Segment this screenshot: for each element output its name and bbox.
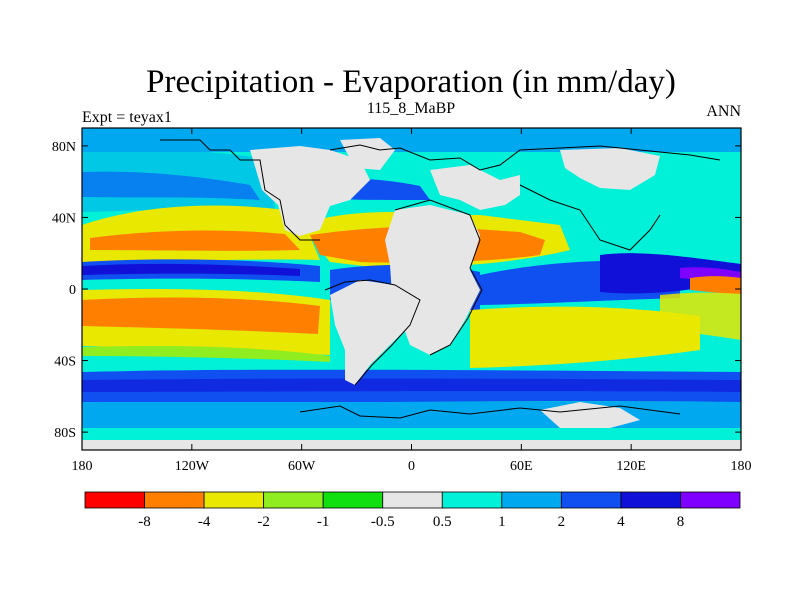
- coast-antarctica: [299, 405, 681, 419]
- colorbar-label: 1: [498, 514, 506, 530]
- colorbar-swatch: [203, 491, 265, 509]
- colorbar-swatch: [501, 491, 562, 509]
- colorbar-swatch: [560, 491, 622, 509]
- warm-pool-violet: [680, 267, 741, 280]
- south-pacific-dry-green: [82, 345, 330, 362]
- colorbar-label: -4: [198, 514, 211, 530]
- colorbar-label: -2: [257, 514, 270, 530]
- x-tick-label: 120W: [175, 459, 210, 474]
- colorbar-swatch: [263, 491, 324, 509]
- land-africa: [385, 205, 480, 355]
- x-tick-label: 60W: [288, 459, 316, 474]
- land-asia-east: [560, 148, 660, 190]
- y-tick-label: 80N: [52, 140, 76, 155]
- colorbar-label: 4: [617, 514, 625, 530]
- center-label: 115_8_MaBP: [367, 100, 455, 117]
- right-label: ANN: [706, 103, 741, 120]
- coast-europe: [329, 144, 721, 171]
- coast-africa: [394, 199, 483, 356]
- axes: 180 120W 60W 0 60E 120E 180 80N 40N 0 40S 80S: [52, 128, 752, 474]
- south-pacific-dry-core: [82, 297, 320, 334]
- north-pacific-moist-band: [82, 149, 275, 212]
- coast-north: [160, 139, 320, 241]
- pe-field: [82, 128, 741, 450]
- colorbar-label: -8: [138, 514, 151, 530]
- southern-storm-track-core: [82, 378, 741, 392]
- north-pacific-dry-core: [90, 230, 300, 251]
- east-pacific-dry-tongue: [690, 276, 741, 294]
- y-tick-label: 80S: [54, 426, 76, 441]
- coast-asia: [519, 184, 661, 251]
- east-pacific-dry-yellow: [660, 292, 741, 340]
- colorbar-swatch: [84, 491, 145, 509]
- colorbar-label: -0.5: [371, 514, 395, 530]
- y-tick-label: 0: [69, 283, 76, 298]
- indian-ocean-dry-belt: [470, 306, 700, 368]
- pacific-itcz-core: [82, 263, 300, 276]
- coast-south-america: [324, 279, 421, 386]
- colorbar-swatch: [441, 491, 503, 509]
- land-australia: [540, 402, 640, 428]
- x-tick-label: 180: [731, 459, 752, 474]
- y-tick-label: 40N: [52, 211, 76, 226]
- colorbar: -8 -4 -2 -1 -0.5 0.5 1 2 4 8: [84, 491, 741, 530]
- chart-title: Precipitation - Evaporation (in mm/day): [146, 64, 676, 100]
- colorbar-label: 8: [677, 514, 685, 530]
- colorbar-label: 2: [558, 514, 566, 530]
- x-tick-label: 120E: [616, 459, 646, 474]
- colorbar-swatch: [322, 491, 384, 509]
- colorbar-swatch: [144, 491, 205, 509]
- land-north-america: [250, 146, 370, 236]
- colorbar-label: -1: [317, 514, 330, 530]
- coastlines: [160, 139, 721, 419]
- y-tick-label: 40S: [54, 355, 76, 370]
- x-tick-label: 60E: [510, 459, 533, 474]
- colorbar-swatch: [620, 491, 681, 509]
- colorbar-swatch: [382, 491, 443, 509]
- left-label: Expt = teyax1: [82, 109, 172, 126]
- land-eurasia: [430, 165, 520, 210]
- x-tick-label: 180: [72, 459, 93, 474]
- colorbar-swatch: [680, 491, 741, 509]
- colorbar-label: 0.5: [433, 514, 452, 530]
- x-tick-label: 0: [408, 459, 415, 474]
